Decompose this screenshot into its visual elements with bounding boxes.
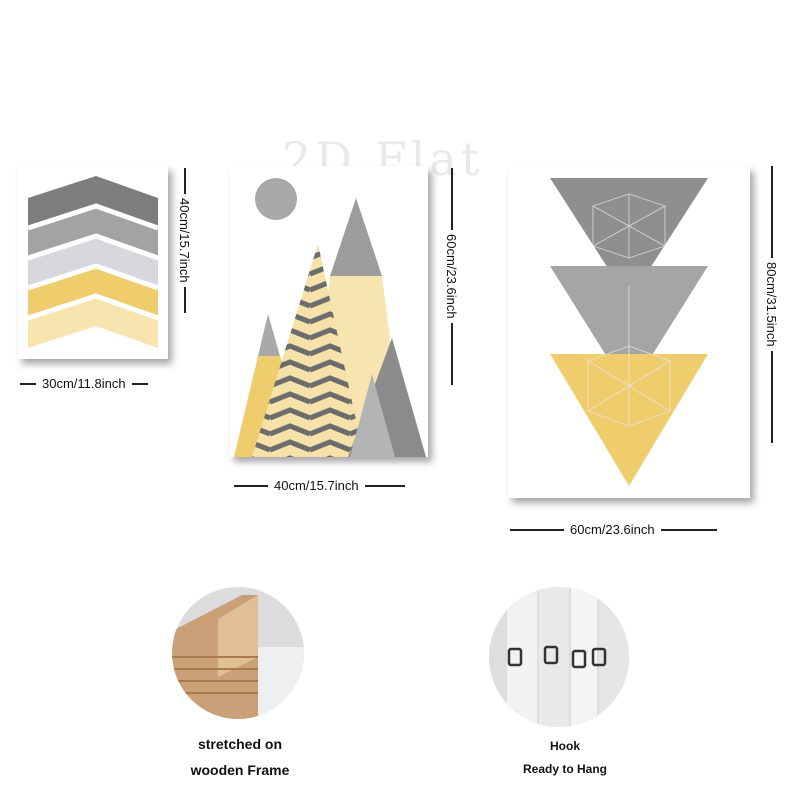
small-height-dimension: 40cm/15.7inch	[177, 168, 192, 358]
small-height-label: 40cm/15.7inch	[177, 198, 192, 283]
canvas-panel-small	[18, 166, 168, 359]
wooden-frame-icon	[172, 587, 304, 719]
feature-frame-caption: stretched on wooden Frame	[170, 731, 310, 783]
feature-frame-line2: wooden Frame	[190, 762, 290, 778]
small-width-label: 30cm/11.8inch	[42, 376, 126, 391]
medium-width-dimension: 40cm/15.7inch	[234, 478, 405, 493]
large-height-dimension: 80cm/31.5inch	[764, 166, 779, 498]
large-height-label: 80cm/31.5inch	[764, 262, 779, 347]
medium-height-dimension: 60cm/23.6inch	[444, 168, 459, 458]
canvas-panel-medium	[230, 166, 428, 457]
chevron-artwork	[27, 176, 159, 348]
wooden-frame-photo	[172, 587, 304, 719]
feature-hook-caption: Hook Ready to Hang	[500, 737, 630, 783]
canvas-panel-large	[508, 166, 750, 498]
feature-frame-line1: stretched on	[197, 736, 282, 752]
hook-photo	[489, 587, 629, 727]
medium-width-label: 40cm/15.7inch	[274, 478, 359, 493]
large-width-label: 60cm/23.6inch	[570, 522, 655, 537]
medium-height-label: 60cm/23.6inch	[444, 234, 459, 319]
feature-hook-line1: Hook	[550, 739, 580, 753]
mountain-artwork	[234, 178, 426, 457]
hook-icon	[489, 587, 629, 727]
triangle-artwork	[550, 178, 708, 486]
small-width-dimension: 30cm/11.8inch	[20, 376, 148, 391]
large-width-dimension: 60cm/23.6inch	[510, 522, 717, 537]
feature-hook-line2: Ready to Hang	[522, 762, 607, 776]
